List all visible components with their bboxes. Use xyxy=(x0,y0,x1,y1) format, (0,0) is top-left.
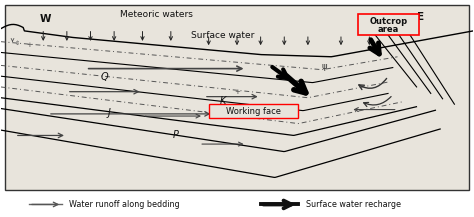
Text: P: P xyxy=(173,130,179,140)
Text: Q: Q xyxy=(101,72,109,82)
Bar xyxy=(5,5,469,191)
Text: J: J xyxy=(108,108,111,118)
Text: W: W xyxy=(40,14,51,24)
Text: E: E xyxy=(417,12,424,22)
Text: ⇕: ⇕ xyxy=(15,41,20,46)
Text: Surface water recharge: Surface water recharge xyxy=(306,200,401,209)
Text: Meteoric waters: Meteoric waters xyxy=(120,10,193,19)
Text: area: area xyxy=(378,25,399,34)
Text: Water runoff along bedding: Water runoff along bedding xyxy=(69,200,180,209)
Text: ψ: ψ xyxy=(322,62,327,71)
Bar xyxy=(209,104,299,118)
Text: Surface water: Surface water xyxy=(191,31,255,40)
Text: +: + xyxy=(234,89,240,95)
Text: +: + xyxy=(26,42,32,48)
Bar xyxy=(357,14,419,35)
Text: Working face: Working face xyxy=(226,107,281,116)
Text: Outcrop: Outcrop xyxy=(369,17,407,26)
Text: K: K xyxy=(219,96,226,106)
